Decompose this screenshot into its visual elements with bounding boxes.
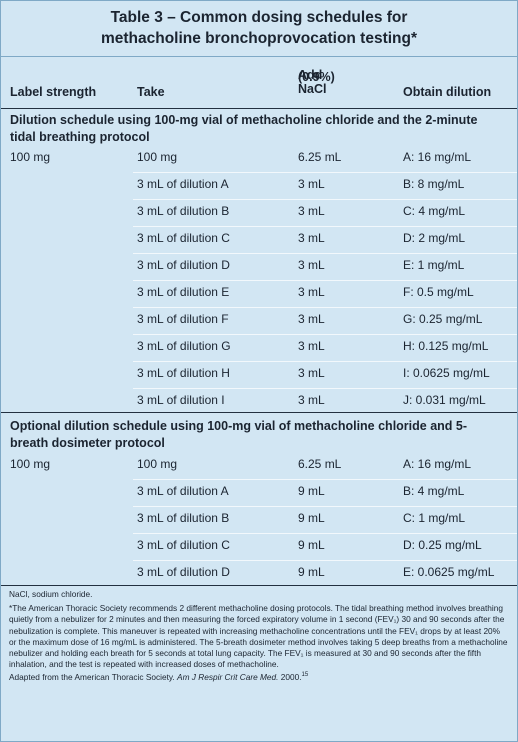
nacl-cell: 3 mL	[298, 366, 325, 380]
table-row: 3 mL of dilution D 9 mL E: 0.0625 mg/mL	[1, 560, 517, 587]
table-row: 3 mL of dilution H 3 mL I: 0.0625 mg/mL	[1, 361, 517, 388]
section2-title: Optional dilution schedule using 100-mg …	[10, 419, 468, 450]
take-cell: 3 mL of dilution D	[137, 565, 230, 579]
row-divider	[133, 479, 517, 480]
take-cell: 3 mL of dilution D	[137, 258, 230, 272]
take-cell: 3 mL of dilution B	[137, 511, 230, 525]
table-row: 3 mL of dilution C 9 mL D: 0.25 mg/mL	[1, 533, 517, 560]
source-prefix: Adapted from the American Thoracic Socie…	[9, 672, 175, 683]
take-cell: 100 mg	[137, 150, 178, 164]
label-strength-cell: 100 mg	[10, 457, 51, 471]
nacl-cell: 6.25 mL	[298, 150, 342, 164]
dilution-cell: D: 2 mg/mL	[403, 231, 466, 245]
take-cell: 3 mL of dilution E	[137, 285, 230, 299]
row-divider	[133, 226, 517, 227]
row-divider	[133, 533, 517, 534]
footnote: *The American Thoracic Society recommend…	[9, 603, 508, 670]
nacl-cell: 3 mL	[298, 258, 325, 272]
dilution-cell: E: 1 mg/mL	[403, 258, 465, 272]
dilution-cell: J: 0.031 mg/mL	[403, 393, 486, 407]
take-cell: 3 mL of dilution A	[137, 484, 229, 498]
dilution-cell: D: 0.25 mg/mL	[403, 538, 482, 552]
nacl-cell: 3 mL	[298, 339, 325, 353]
nacl-cell: 3 mL	[298, 204, 325, 218]
row-divider	[133, 388, 517, 389]
take-cell: 3 mL of dilution I	[137, 393, 225, 407]
row-divider	[133, 307, 517, 308]
table-row: 3 mL of dilution B 3 mL C: 4 mg/mL	[1, 199, 517, 226]
row-divider	[133, 253, 517, 254]
table-row: 100 mg 100 mg 6.25 mL A: 16 mg/mL	[1, 145, 517, 172]
dilution-cell: G: 0.25 mg/mL	[403, 312, 483, 326]
dilution-cell: B: 8 mg/mL	[403, 177, 465, 191]
table-row: 3 mL of dilution I 3 mL J: 0.031 mg/mL	[1, 388, 517, 415]
col-add-nacl-line2: (0.9%)	[298, 70, 335, 84]
dilution-cell: H: 0.125 mg/mL	[403, 339, 489, 353]
nacl-cell: 3 mL	[298, 285, 325, 299]
table-row: 3 mL of dilution C 3 mL D: 2 mg/mL	[1, 226, 517, 253]
nacl-cell: 9 mL	[298, 484, 325, 498]
section1-title: Dilution schedule using 100-mg vial of m…	[10, 113, 478, 144]
row-divider	[133, 199, 517, 200]
dilution-cell: A: 16 mg/mL	[403, 457, 472, 471]
nacl-cell: 6.25 mL	[298, 457, 342, 471]
dilution-cell: C: 4 mg/mL	[403, 204, 466, 218]
nacl-cell: 3 mL	[298, 312, 325, 326]
source-note: Adapted from the American Thoracic Socie…	[9, 670, 509, 683]
row-divider	[133, 560, 517, 561]
row-divider	[133, 172, 517, 173]
table-header: Label strength Take Add NaCl (0.9%) Obta…	[1, 61, 517, 107]
table-notes: NaCl, sodium chloride. *The American Tho…	[9, 589, 509, 683]
section-divider	[1, 412, 517, 413]
table-row: 3 mL of dilution B 9 mL C: 1 mg/mL	[1, 506, 517, 533]
table-row: 3 mL of dilution F 3 mL G: 0.25 mg/mL	[1, 307, 517, 334]
table-title: Table 3 – Common dosing schedules for me…	[1, 1, 517, 57]
table-title-line1: Table 3 – Common dosing schedules for	[110, 9, 408, 26]
nacl-cell: 9 mL	[298, 565, 325, 579]
table-row: 100 mg 100 mg 6.25 mL A: 16 mg/mL	[1, 452, 517, 479]
take-cell: 3 mL of dilution H	[137, 366, 230, 380]
take-cell: 3 mL of dilution B	[137, 204, 230, 218]
table-row: 3 mL of dilution E 3 mL F: 0.5 mg/mL	[1, 280, 517, 307]
take-cell: 3 mL of dilution C	[137, 231, 230, 245]
nacl-cell: 9 mL	[298, 538, 325, 552]
take-cell: 3 mL of dilution A	[137, 177, 229, 191]
dilution-cell: F: 0.5 mg/mL	[403, 285, 474, 299]
table-title-line2: methacholine bronchoprovocation testing*	[100, 30, 418, 47]
header-divider	[1, 108, 517, 109]
source-journal: Am J Respir Crit Care Med.	[177, 672, 279, 683]
table-row: 3 mL of dilution G 3 mL H: 0.125 mg/mL	[1, 334, 517, 361]
dilution-cell: E: 0.0625 mg/mL	[403, 565, 495, 579]
source-ref: 15	[301, 672, 309, 679]
nacl-cell: 3 mL	[298, 177, 325, 191]
row-divider	[133, 506, 517, 507]
take-cell: 3 mL of dilution C	[137, 538, 230, 552]
table-row: 3 mL of dilution A 9 mL B: 4 mg/mL	[1, 479, 517, 506]
take-cell: 3 mL of dilution F	[137, 312, 229, 326]
col-label-strength: Label strength	[10, 85, 97, 99]
dilution-cell: C: 1 mg/mL	[403, 511, 466, 525]
table-row: 3 mL of dilution D 3 mL E: 1 mg/mL	[1, 253, 517, 280]
row-divider	[133, 334, 517, 335]
abbreviation-note: NaCl, sodium chloride.	[9, 589, 93, 599]
col-take: Take	[137, 85, 165, 99]
dilution-cell: B: 4 mg/mL	[403, 484, 465, 498]
label-strength-cell: 100 mg	[10, 150, 51, 164]
footer-divider	[1, 585, 517, 586]
nacl-cell: 3 mL	[298, 393, 325, 407]
dilution-cell: I: 0.0625 mg/mL	[403, 366, 490, 380]
take-cell: 3 mL of dilution G	[137, 339, 231, 353]
table-row: 3 mL of dilution A 3 mL B: 8 mg/mL	[1, 172, 517, 199]
take-cell: 100 mg	[137, 457, 178, 471]
col-add-nacl-line1: Add NaCl	[298, 68, 327, 96]
row-divider	[133, 280, 517, 281]
nacl-cell: 3 mL	[298, 231, 325, 245]
dilution-cell: A: 16 mg/mL	[403, 150, 472, 164]
col-obtain-dilution: Obtain dilution	[403, 85, 492, 99]
source-year: 2000.	[280, 672, 302, 683]
nacl-cell: 9 mL	[298, 511, 325, 525]
row-divider	[133, 361, 517, 362]
